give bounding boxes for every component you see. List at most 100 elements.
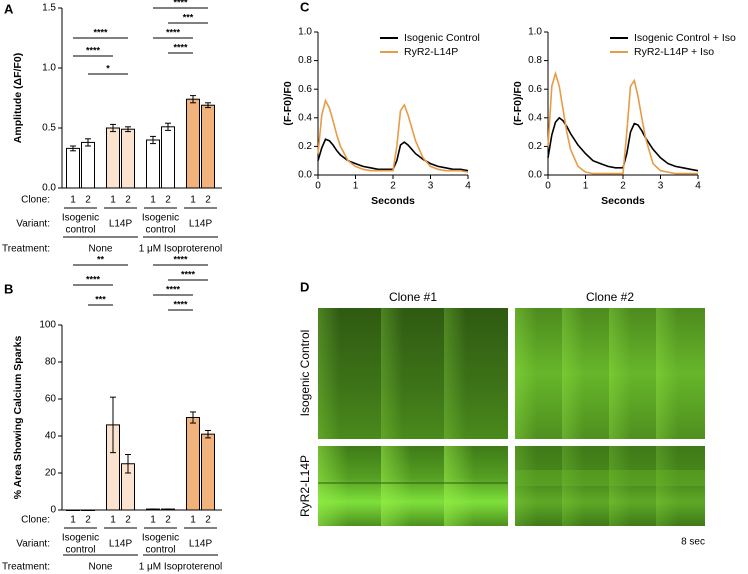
scale-label: 8 sec	[681, 537, 705, 548]
row-label: Treatment:	[2, 244, 50, 255]
treatment-label: None	[89, 562, 113, 573]
kymograph-band	[562, 446, 584, 526]
kymographs	[318, 308, 705, 526]
y-axis-label: (F-F0)/F0	[512, 81, 524, 125]
kymograph-band	[656, 308, 678, 439]
x-tick-label: 3	[658, 181, 664, 192]
sig-label: **	[97, 254, 105, 264]
kymograph	[318, 446, 508, 526]
sig-label: ****	[181, 269, 196, 279]
variant-label: Isogenic	[142, 213, 179, 224]
kymograph-line	[515, 470, 705, 486]
series-line	[317, 98, 469, 173]
series-line	[547, 116, 699, 172]
clone-label: 1	[110, 515, 116, 526]
kymograph-band	[444, 308, 466, 439]
clone-label: 2	[85, 515, 91, 526]
x-tick-label: 3	[428, 181, 434, 192]
y-tick-label: 0.5	[42, 123, 56, 134]
variant-label: L14P	[109, 539, 133, 550]
sig-label: ****	[173, 299, 188, 309]
kymograph-band	[318, 446, 348, 526]
row-label: RyR2-L14P	[298, 455, 312, 517]
panel-letter: C	[300, 0, 310, 14]
x-tick-label: 1	[583, 181, 589, 192]
row-label: Variant:	[16, 539, 50, 550]
sig-label: ***	[183, 12, 194, 22]
sig-label: ****	[173, 42, 188, 52]
sig-label: ***	[95, 294, 106, 304]
x-tick-label: 1	[353, 181, 359, 192]
variant-label: Isogenic	[62, 213, 99, 224]
sig-label: ****	[173, 254, 188, 264]
y-tick-label: 0.8	[298, 55, 312, 66]
row-label: Variant:	[16, 219, 50, 230]
x-tick-label: 4	[465, 181, 471, 192]
bar	[201, 104, 215, 189]
bar	[146, 139, 160, 189]
panel-letter: D	[300, 279, 309, 294]
clone-label: 1	[150, 195, 156, 206]
kymograph-band	[609, 446, 631, 526]
y-axis-label: Amplitude (ΔF/F0)	[12, 53, 24, 143]
sig-label: *	[106, 63, 110, 73]
clone-label: 2	[205, 515, 211, 526]
kymograph-line	[318, 482, 508, 484]
y-tick-label: 0.0	[298, 170, 312, 181]
series-line	[547, 70, 698, 175]
x-axis-label: Seconds	[601, 195, 645, 207]
sig-label: ****	[86, 45, 101, 55]
bar	[161, 126, 175, 189]
y-tick-label: 0.4	[298, 112, 312, 123]
x-tick-label: 2	[390, 181, 396, 192]
row-label: Clone:	[21, 515, 50, 526]
y-tick-label: 1.0	[528, 27, 542, 38]
bar	[106, 127, 120, 189]
column-label: Clone #1	[389, 290, 437, 304]
variant-label: control	[145, 545, 175, 556]
bar	[66, 147, 80, 189]
legend-label: RyR2-L14P + Iso	[634, 46, 714, 58]
kymograph-band	[609, 308, 631, 439]
kymograph-band	[381, 308, 403, 439]
y-tick-label: 0.6	[528, 84, 542, 95]
treatment-label: 1 μM Isoproterenol	[139, 562, 223, 573]
bar	[121, 128, 135, 189]
kymograph-band	[562, 308, 584, 439]
clone-label: 2	[85, 195, 91, 206]
kymograph-band	[656, 446, 678, 526]
y-tick-label: 1.0	[42, 63, 56, 74]
y-tick-label: 60	[45, 394, 57, 405]
sig-label: ****	[166, 27, 181, 37]
variant-label: control	[65, 225, 95, 236]
kymograph-band	[318, 308, 340, 439]
panel-letter: A	[4, 1, 14, 16]
clone-label: 1	[110, 195, 116, 206]
y-tick-label: 0.8	[528, 55, 542, 66]
legend-label: RyR2-L14P	[404, 46, 458, 58]
y-tick-label: 0.6	[298, 84, 312, 95]
bar	[186, 98, 200, 189]
clone-label: 2	[205, 195, 211, 206]
kymograph	[318, 308, 508, 439]
variant-label: Isogenic	[62, 533, 99, 544]
kymograph-band	[515, 446, 537, 526]
y-axis-label: % Area Showing Calcium Sparks	[12, 336, 24, 500]
legend-label: Isogenic Control	[404, 32, 480, 44]
clone-label: 2	[165, 515, 171, 526]
y-tick-label: 1.0	[298, 27, 312, 38]
variant-label: L14P	[189, 219, 213, 230]
row-label: Clone:	[21, 195, 50, 206]
x-axis-label: Seconds	[371, 195, 415, 207]
variant-label: L14P	[189, 539, 213, 550]
treatment-label: None	[89, 244, 113, 255]
clone-label: 1	[150, 515, 156, 526]
clone-label: 2	[125, 515, 131, 526]
variant-label: control	[145, 225, 175, 236]
bar	[81, 141, 95, 189]
clone-label: 1	[190, 515, 196, 526]
y-tick-label: 0.2	[298, 141, 312, 152]
x-tick-label: 0	[545, 181, 551, 192]
x-tick-label: 4	[695, 181, 701, 192]
